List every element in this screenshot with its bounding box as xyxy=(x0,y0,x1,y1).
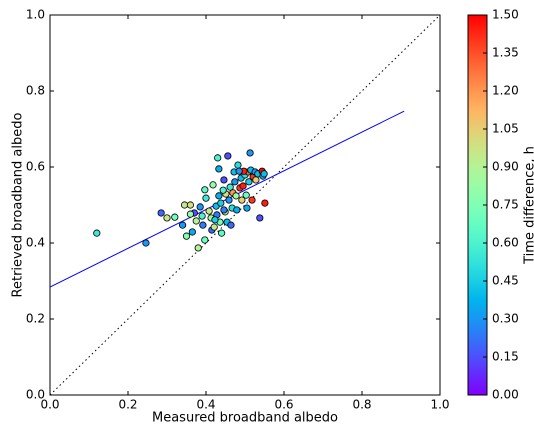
point xyxy=(214,154,222,162)
point xyxy=(217,199,225,207)
plot-area xyxy=(50,15,440,395)
x-tick-label: 0.6 xyxy=(274,398,293,412)
point xyxy=(252,176,260,184)
point xyxy=(242,191,250,199)
y-tick-label: 0.0 xyxy=(26,388,45,402)
point xyxy=(227,221,235,229)
y-tick-label: 0.8 xyxy=(26,84,45,98)
point xyxy=(239,182,247,190)
y-tick-label: 0.4 xyxy=(26,236,45,250)
point xyxy=(215,192,223,200)
point xyxy=(238,196,246,204)
point xyxy=(231,178,239,186)
colorbar-tick-label: 0.30 xyxy=(492,312,519,326)
point xyxy=(225,196,233,204)
point xyxy=(201,236,209,244)
point xyxy=(226,183,234,191)
y-tick-label: 0.2 xyxy=(26,312,45,326)
y-tick-label: 1.0 xyxy=(26,8,45,22)
point xyxy=(205,207,213,215)
point xyxy=(211,216,219,224)
x-tick-label: 0.8 xyxy=(352,398,371,412)
colorbar-tick-label: 1.35 xyxy=(492,46,519,60)
point xyxy=(243,204,251,212)
plot-frame xyxy=(49,14,441,396)
point xyxy=(157,209,165,217)
x-tick-label: 0.4 xyxy=(196,398,215,412)
point xyxy=(233,206,241,214)
point xyxy=(220,206,228,214)
point xyxy=(210,223,218,231)
point xyxy=(215,165,223,173)
x-axis-label: Measured broadband albedo xyxy=(152,411,338,426)
colorbar-tick-label: 0.45 xyxy=(492,274,519,288)
point xyxy=(245,178,253,186)
point xyxy=(171,213,179,221)
point xyxy=(232,192,240,200)
point xyxy=(218,229,226,237)
point xyxy=(180,201,189,209)
point xyxy=(234,161,242,169)
colorbar-tick-label: 1.20 xyxy=(492,84,519,98)
point xyxy=(256,214,264,222)
point xyxy=(179,221,187,229)
x-tick-label: 0.0 xyxy=(40,398,59,412)
point xyxy=(188,228,196,236)
point xyxy=(209,181,217,189)
point xyxy=(186,210,194,218)
point xyxy=(194,244,202,252)
point xyxy=(142,239,150,247)
point xyxy=(198,212,206,220)
point xyxy=(163,214,171,222)
point xyxy=(199,221,207,229)
colorbar-tick-label: 1.05 xyxy=(492,122,519,136)
colorbar-label: Time difference, h xyxy=(523,146,534,265)
point xyxy=(196,203,204,211)
point xyxy=(235,167,243,175)
colorbar-tick-label: 1.50 xyxy=(492,8,519,22)
point xyxy=(220,176,228,184)
point xyxy=(93,229,101,237)
x-tick-label: 1.0 xyxy=(430,398,449,412)
point xyxy=(192,217,200,225)
point xyxy=(224,152,232,160)
point xyxy=(201,186,209,194)
colorbar-tick-label: 0.00 xyxy=(492,388,519,402)
point xyxy=(182,232,191,240)
x-tick-label: 0.2 xyxy=(118,398,137,412)
y-axis-label: Retrieved broadband albedo xyxy=(11,112,26,297)
point xyxy=(246,149,254,157)
colorbar-tick-label: 0.75 xyxy=(492,198,519,212)
y-tick-label: 0.6 xyxy=(26,160,45,174)
identity-line xyxy=(50,15,440,395)
point xyxy=(248,196,256,204)
colorbar-tick-label: 0.15 xyxy=(492,350,519,364)
point xyxy=(219,186,227,194)
colorbar-tick-label: 0.90 xyxy=(492,160,519,174)
point xyxy=(261,199,269,207)
point xyxy=(260,170,268,178)
colorbar-tick-label: 0.60 xyxy=(492,236,519,250)
point xyxy=(202,194,210,202)
point xyxy=(186,201,194,209)
